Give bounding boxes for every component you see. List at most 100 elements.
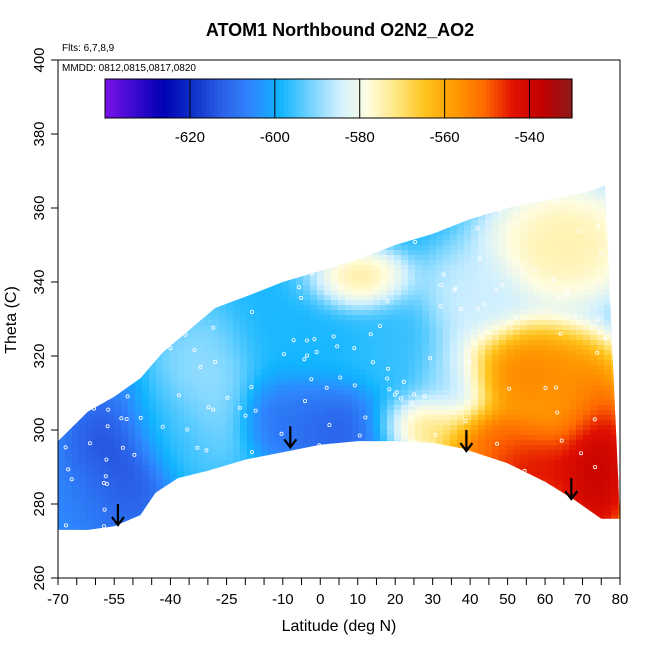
heatmap-cell: [289, 180, 297, 186]
heatmap-cell: [303, 415, 311, 421]
heatmap-cell: [121, 425, 129, 431]
heatmap-cell: [303, 320, 311, 326]
heatmap-cell: [233, 240, 241, 246]
heatmap-cell: [156, 495, 164, 501]
heatmap-cell: [121, 315, 129, 321]
heatmap-cell: [478, 395, 486, 401]
heatmap-cell: [527, 475, 535, 481]
heatmap-cell: [387, 260, 395, 266]
heatmap-cell: [86, 325, 94, 331]
heatmap-cell: [520, 495, 528, 501]
heatmap-cell: [128, 375, 136, 381]
heatmap-cell: [163, 400, 171, 406]
heatmap-cell: [422, 310, 430, 316]
heatmap-cell: [380, 455, 388, 461]
heatmap-cell: [275, 200, 283, 206]
heatmap-cell: [93, 320, 101, 326]
heatmap-cell: [422, 440, 430, 446]
heatmap-cell: [380, 400, 388, 406]
heatmap-cell: [457, 420, 465, 426]
heatmap-cell: [212, 360, 220, 366]
heatmap-cell: [401, 510, 409, 516]
heatmap-cell: [485, 490, 493, 496]
heatmap-cell: [79, 505, 87, 511]
heatmap-cell: [401, 205, 409, 211]
heatmap-cell: [58, 300, 66, 306]
heatmap-cell: [163, 360, 171, 366]
heatmap-cell: [79, 515, 87, 521]
heatmap-cell: [86, 260, 94, 266]
heatmap-cell: [429, 295, 437, 301]
heatmap-cell: [121, 380, 129, 386]
heatmap-cell: [142, 290, 150, 296]
heatmap-cell: [86, 180, 94, 186]
heatmap-cell: [485, 305, 493, 311]
heatmap-cell: [240, 180, 248, 186]
heatmap-cell: [163, 220, 171, 226]
heatmap-cell: [72, 355, 80, 361]
heatmap-cell: [282, 180, 290, 186]
heatmap-cell: [436, 310, 444, 316]
heatmap-cell: [303, 220, 311, 226]
heatmap-cell: [184, 275, 192, 281]
heatmap-cell: [254, 315, 262, 321]
heatmap-cell: [65, 365, 73, 371]
heatmap-cell: [366, 355, 374, 361]
heatmap-cell: [471, 500, 479, 506]
heatmap-cell: [114, 335, 122, 341]
heatmap-cell: [198, 180, 206, 186]
heatmap-cell: [233, 535, 241, 541]
heatmap-cell: [107, 470, 115, 476]
heatmap-cell: [219, 185, 227, 191]
heatmap-cell: [520, 530, 528, 536]
heatmap-cell: [191, 225, 199, 231]
heatmap-cell: [86, 280, 94, 286]
heatmap-cell: [191, 285, 199, 291]
heatmap-cell: [534, 195, 542, 201]
heatmap-cell: [380, 365, 388, 371]
heatmap-cell: [324, 440, 332, 446]
heatmap-cell: [415, 230, 423, 236]
heatmap-cell: [373, 490, 381, 496]
heatmap-cell: [303, 200, 311, 206]
heatmap-cell: [443, 430, 451, 436]
heatmap-cell: [359, 525, 367, 530]
heatmap-cell: [352, 265, 360, 271]
heatmap-cell: [457, 405, 465, 411]
heatmap-cell: [380, 520, 388, 526]
heatmap-cell: [72, 430, 80, 436]
heatmap-cell: [457, 395, 465, 401]
heatmap-cell: [219, 310, 227, 316]
heatmap-cell: [471, 525, 479, 530]
heatmap-cell: [247, 525, 255, 530]
heatmap-cell: [240, 425, 248, 431]
heatmap-cell: [317, 510, 325, 516]
heatmap-cell: [65, 435, 73, 441]
heatmap-cell: [170, 180, 178, 186]
heatmap-cell: [86, 450, 94, 456]
heatmap-cell: [380, 290, 388, 296]
heatmap-cell: [268, 475, 276, 481]
heatmap-cell: [170, 330, 178, 336]
heatmap-cell: [373, 225, 381, 231]
heatmap-cell: [177, 240, 185, 246]
heatmap-cell: [212, 355, 220, 361]
heatmap-cell: [450, 470, 458, 476]
heatmap-cell: [331, 520, 339, 526]
heatmap-cell: [184, 450, 192, 456]
heatmap-cell: [352, 450, 360, 456]
heatmap-cell: [471, 475, 479, 481]
heatmap-cell: [464, 375, 472, 381]
heatmap-cell: [72, 500, 80, 506]
heatmap-cell: [107, 215, 115, 221]
heatmap-cell: [506, 500, 514, 506]
heatmap-cell: [380, 460, 388, 466]
heatmap-cell: [226, 435, 234, 441]
heatmap-cell: [205, 500, 213, 506]
heatmap-cell: [149, 495, 157, 501]
heatmap-cell: [380, 335, 388, 341]
heatmap-cell: [450, 210, 458, 216]
heatmap-cell: [366, 215, 374, 221]
heatmap-cell: [499, 290, 507, 296]
heatmap-cell: [485, 510, 493, 516]
